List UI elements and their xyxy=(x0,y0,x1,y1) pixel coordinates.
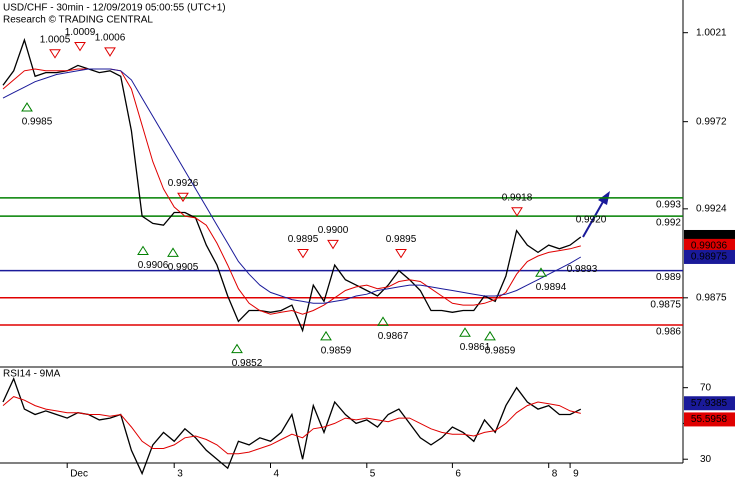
note-label: 0.9920 xyxy=(576,215,607,226)
x-tick-label: 3 xyxy=(177,469,183,480)
low-label: 0.9867 xyxy=(378,331,409,342)
y-tick-label: 1.0021 xyxy=(696,27,727,38)
level-label: 0.9875 xyxy=(650,299,681,310)
low-marker xyxy=(459,327,471,337)
low-marker xyxy=(320,330,332,341)
series-line xyxy=(2,68,582,304)
low-marker xyxy=(167,247,179,257)
high-marker xyxy=(511,207,523,217)
high-marker xyxy=(74,41,86,52)
chart-title: USD/CHF - 30min - 12/09/2019 05:00:55 (U… xyxy=(3,3,226,14)
low-marker xyxy=(21,102,33,112)
low-label: 0.9859 xyxy=(485,346,516,357)
low-marker xyxy=(231,343,243,354)
low-label: 0.9894 xyxy=(536,282,567,293)
high-label: 0.9918 xyxy=(502,192,533,203)
low-label: 0.9861 xyxy=(460,342,491,353)
high-label: 1.0009 xyxy=(65,27,96,38)
low-label: 0.9905 xyxy=(168,262,199,273)
last-value-label: 0.99036 xyxy=(691,241,728,252)
level-label: 0.986 xyxy=(656,327,681,338)
y-tick-label: 0.9875 xyxy=(696,292,727,303)
high-marker xyxy=(327,239,339,250)
level-label: 0.992 xyxy=(656,218,681,229)
last-value-box xyxy=(684,249,735,264)
last-value-box xyxy=(684,238,735,253)
low-marker xyxy=(535,267,547,277)
low-label: 0.9859 xyxy=(321,346,352,357)
rsi-title: RSI14 - 9MA xyxy=(3,369,61,380)
y-tick-label: 70 xyxy=(700,382,712,393)
series-line xyxy=(2,396,581,455)
last-value-box xyxy=(684,412,735,427)
low-label: 0.9906 xyxy=(138,260,169,271)
high-label: 1.0006 xyxy=(95,33,126,44)
high-label: 0.9895 xyxy=(288,234,319,245)
last-value-box xyxy=(684,396,735,411)
high-marker xyxy=(104,47,116,57)
low-label: 0.9985 xyxy=(22,117,53,128)
high-marker xyxy=(297,248,309,259)
high-label: 0.9895 xyxy=(386,234,417,245)
x-tick-label: 9 xyxy=(573,469,579,480)
last-value-label: 57.9385 xyxy=(691,398,728,409)
y-tick-label: 0.9924 xyxy=(696,203,727,214)
y-tick-label: 30 xyxy=(700,454,712,465)
high-marker xyxy=(395,248,407,259)
low-marker xyxy=(137,245,149,256)
low-marker xyxy=(484,330,496,341)
last-value-label: 55.5958 xyxy=(691,414,728,425)
forecast-arrow xyxy=(582,199,605,238)
low-label: 0.9852 xyxy=(232,358,263,369)
x-tick-label: 8 xyxy=(552,469,558,480)
high-marker xyxy=(177,192,189,203)
y-tick-label: 0.9972 xyxy=(696,116,727,127)
high-label: 1.0005 xyxy=(40,34,71,45)
x-tick-label: 5 xyxy=(370,469,376,480)
high-marker xyxy=(49,49,61,59)
high-label: 0.9900 xyxy=(318,225,349,236)
low-marker xyxy=(377,316,389,326)
series-line xyxy=(2,376,582,476)
level-label: 0.993 xyxy=(656,200,681,211)
chart-subtitle: Research © TRADING CENTRAL xyxy=(3,15,153,26)
x-tick-label: 6 xyxy=(455,469,461,480)
high-label: 0.9926 xyxy=(168,178,199,189)
x-tick-label: 4 xyxy=(274,469,280,480)
last-value-label: 0.99085 xyxy=(691,232,728,243)
x-tick-label: Dec xyxy=(70,469,88,480)
note-label: 0.9893 xyxy=(567,264,598,275)
last-value-label: 0.98975 xyxy=(691,252,728,263)
level-label: 0.989 xyxy=(656,272,681,283)
